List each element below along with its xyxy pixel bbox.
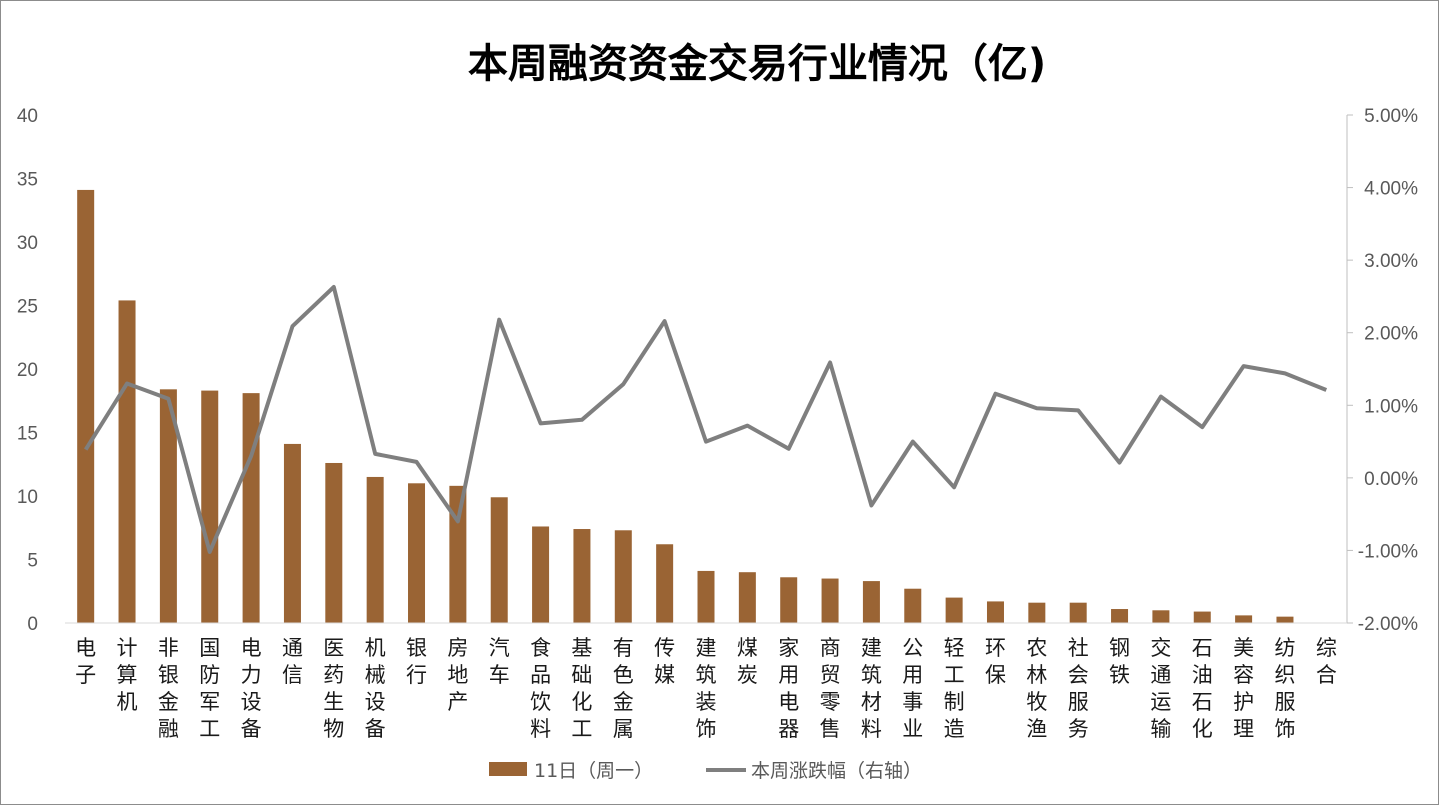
bar	[697, 570, 715, 623]
change-line	[84, 285, 1328, 554]
category-label: 医药生物	[323, 636, 344, 741]
left-tick-label: 5	[27, 551, 38, 572]
category-axis: 电子计算机非银金融国防军工电力设备通信医药生物机械设备银行房地产汽车食品饮料基础…	[65, 622, 1347, 741]
bar	[738, 572, 756, 623]
legend-swatch-bar	[489, 762, 527, 776]
bar	[242, 393, 260, 623]
right-tick-label: 2.00%	[1364, 324, 1418, 345]
left-tick-label: 0	[27, 614, 38, 635]
bar	[986, 601, 1004, 623]
category-label: 有色金属	[613, 636, 634, 741]
bar	[159, 389, 177, 623]
legend-label-bar: 11日（周一）	[534, 760, 653, 782]
category-label: 电力设备	[241, 636, 262, 741]
category-label: 国防军工	[199, 636, 220, 741]
category-label: 家用电器	[778, 636, 799, 741]
category-label: 商贸零售	[820, 636, 841, 741]
bar	[1193, 611, 1211, 623]
bar	[532, 526, 550, 623]
right-tick-label: 1.00%	[1364, 396, 1418, 417]
bar	[821, 578, 839, 623]
bar	[77, 189, 95, 623]
bar	[904, 588, 922, 623]
category-label: 环保	[985, 636, 1006, 687]
category-label: 交通运输	[1150, 636, 1171, 741]
category-label: 石油石化	[1192, 636, 1213, 741]
bar	[283, 443, 301, 623]
left-tick-label: 35	[17, 170, 38, 191]
bar	[614, 530, 632, 623]
bar	[862, 581, 880, 623]
category-label: 房地产	[447, 636, 468, 714]
category-label: 计算机	[117, 636, 138, 714]
category-label: 建筑材料	[861, 636, 882, 741]
right-tick-label: 0.00%	[1364, 469, 1418, 490]
left-tick-label: 15	[17, 424, 38, 445]
category-label: 机械设备	[365, 636, 386, 741]
category-label: 社会服务	[1068, 636, 1089, 741]
bar-series	[77, 189, 1294, 623]
chart-title: 本周融资资金交易行业情况（亿)	[468, 41, 1046, 87]
category-label: 传媒	[654, 636, 675, 687]
legend: 11日（周一） 本周涨跌幅（右轴）	[489, 760, 922, 782]
category-label: 轻工制造	[944, 636, 965, 741]
category-label: 钢铁	[1109, 636, 1130, 687]
category-label: 美容护理	[1233, 636, 1254, 741]
bar	[408, 483, 426, 623]
category-label: 公用事业	[902, 636, 923, 741]
category-label: 非银金融	[158, 636, 179, 741]
bar	[573, 529, 591, 623]
right-tick-label: 5.00%	[1364, 106, 1418, 127]
bar	[1276, 616, 1294, 623]
category-label: 汽车	[489, 636, 510, 687]
bar	[366, 476, 384, 623]
category-label: 建筑装饰	[696, 636, 717, 741]
line-series	[84, 285, 1328, 554]
category-label: 基础化工	[571, 636, 592, 741]
bar	[490, 497, 508, 623]
bar	[780, 577, 798, 623]
right-axis: -2.00% -1.00% 0.00% 1.00% 2.00% 3.00% 4.00% 5.0…	[1346, 106, 1418, 635]
bar	[449, 485, 467, 623]
category-label: 通信	[282, 636, 303, 687]
left-axis: 0 5 10 15 20 25 30 35 40	[17, 106, 38, 635]
bar	[1235, 615, 1253, 623]
bar	[118, 300, 136, 623]
left-tick-label: 25	[17, 297, 38, 318]
legend-label-line: 本周涨跌幅（右轴）	[751, 760, 922, 782]
category-label: 银行	[406, 636, 427, 687]
bar	[1111, 609, 1129, 623]
left-tick-label: 30	[17, 233, 38, 254]
bar	[1028, 602, 1046, 623]
right-tick-label: -2.00%	[1358, 614, 1418, 635]
right-tick-label: -1.00%	[1358, 541, 1418, 562]
category-label: 农林牧渔	[1026, 636, 1047, 741]
bar	[325, 462, 343, 623]
right-tick-label: 3.00%	[1364, 251, 1418, 272]
left-tick-label: 40	[17, 106, 38, 127]
left-tick-label: 10	[17, 487, 38, 508]
right-tick-label: 4.00%	[1364, 179, 1418, 200]
bar	[945, 597, 963, 623]
category-label: 食品饮料	[530, 636, 551, 741]
category-label: 煤炭	[737, 636, 758, 687]
left-tick-label: 20	[17, 360, 38, 381]
category-label: 电子	[75, 636, 96, 687]
category-label: 纺织服饰	[1274, 636, 1295, 741]
bar	[1069, 602, 1087, 623]
bar	[201, 390, 219, 623]
category-label: 综合	[1316, 636, 1337, 687]
bar	[656, 544, 674, 623]
bar	[1152, 610, 1170, 623]
